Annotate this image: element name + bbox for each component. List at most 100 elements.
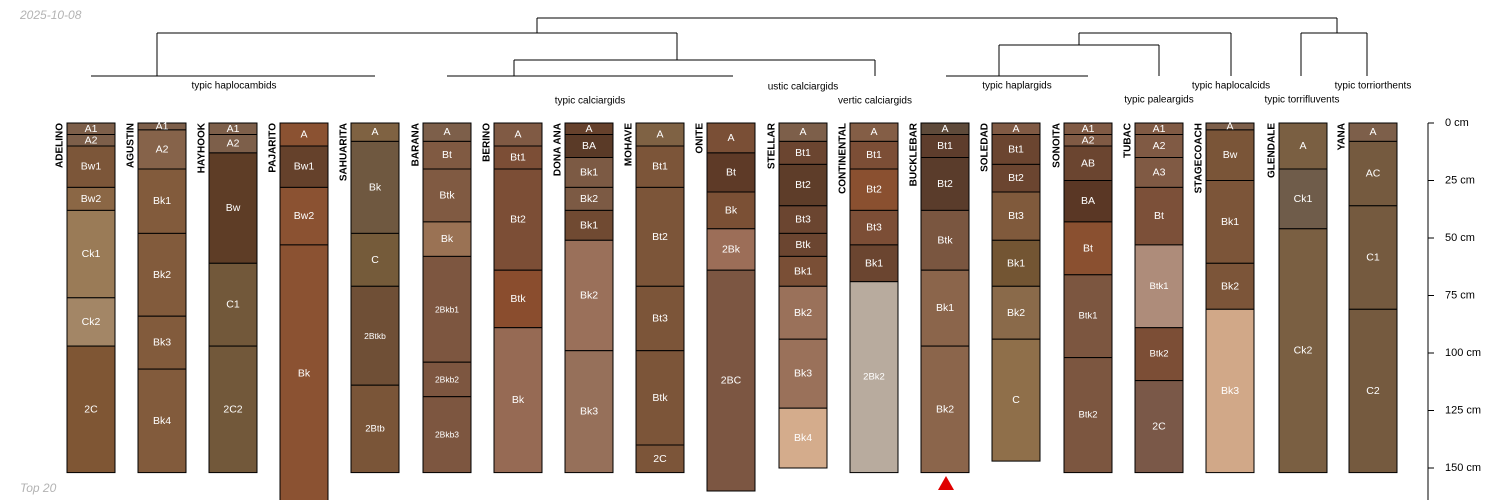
horizon-label: Bt1 <box>510 152 526 164</box>
horizon-label: Bk1 <box>580 219 598 231</box>
horizon-label: Btk <box>937 234 953 246</box>
horizon <box>920 345 970 474</box>
axis-tick-label: 100 cm <box>1445 347 1481 359</box>
horizon-label: Bk <box>725 204 738 216</box>
horizon-label: Bk1 <box>153 195 171 207</box>
horizon <box>350 384 400 474</box>
horizon-label: Bk <box>512 394 525 406</box>
profile-name: PAJARITO <box>268 123 279 173</box>
horizon-label: C <box>1012 394 1020 406</box>
horizon-label: Btk1 <box>1078 311 1097 322</box>
soil-profile: HAYHOOK A1 A2 Bw C1 2C2 <box>197 122 258 474</box>
horizon-label: Bk <box>298 368 311 380</box>
horizon-label: A <box>870 126 877 138</box>
horizon <box>1063 145 1113 181</box>
horizon <box>991 163 1041 193</box>
horizon-label: Bk1 <box>1007 257 1025 269</box>
horizon-label: Bk2 <box>153 269 171 281</box>
horizon-label: Bk2 <box>580 193 598 205</box>
horizon-label: Bt <box>442 149 452 161</box>
horizon <box>1205 180 1255 264</box>
soil-profile: BUCKLEBAR A Bt1 Bt2 Btk Bk1 Bk2 <box>909 122 970 474</box>
horizon <box>350 140 400 234</box>
horizon <box>493 327 543 474</box>
horizon <box>208 152 258 264</box>
horizon-label: A1 <box>1153 123 1166 135</box>
horizon <box>422 396 472 474</box>
horizon-label: A <box>941 123 948 135</box>
horizon-label: Bk4 <box>794 432 812 444</box>
profile-name: AGUSTIN <box>126 123 137 168</box>
horizon <box>208 345 258 474</box>
horizon-label: Bw2 <box>81 193 102 205</box>
horizon <box>422 361 472 398</box>
horizon <box>350 285 400 386</box>
soil-profile: GLENDALE A Ck1 Ck2 <box>1267 122 1328 474</box>
horizon <box>66 297 116 347</box>
horizon-label: Bt1 <box>795 147 811 159</box>
horizon-label: 2Btkb <box>364 331 386 341</box>
horizon-label: Bt2 <box>937 178 953 190</box>
horizon <box>137 168 187 234</box>
horizon-label: Bw1 <box>81 161 102 173</box>
horizon-label: Bk2 <box>1221 280 1239 292</box>
horizon <box>350 232 400 287</box>
horizon-label: Bk3 <box>580 406 598 418</box>
horizon-label: AC <box>1366 168 1381 180</box>
axis-tick-label: 125 cm <box>1445 405 1481 417</box>
horizon-label: A <box>1299 140 1306 152</box>
horizon-label: Btk <box>652 392 668 404</box>
horizon-label: 2C <box>1152 421 1166 433</box>
horizon <box>991 239 1041 287</box>
axis-tick-label: 25 cm <box>1445 175 1475 187</box>
horizon-label: A <box>514 129 521 141</box>
horizon-label: A3 <box>1153 166 1166 178</box>
group-labels: typic haplocambids typic calciargids ustic… <box>191 81 1411 107</box>
horizon-label: Bt1 <box>866 149 882 161</box>
horizon-label: BA <box>1081 195 1095 207</box>
horizon-label: A <box>1226 120 1233 132</box>
horizon <box>849 244 899 283</box>
horizon-label: Bt3 <box>652 313 668 325</box>
horizon-label: A1 <box>85 123 98 135</box>
soil-profile: YANA A AC C1 C2 <box>1337 122 1398 474</box>
horizon-label: Bw2 <box>294 210 315 222</box>
horizon-label: A2 <box>1153 140 1166 152</box>
horizon-label: A <box>1369 126 1376 138</box>
horizon <box>66 345 116 474</box>
profile-name: STELLAR <box>767 122 778 169</box>
horizon-label: Bk <box>441 233 454 245</box>
horizon-label: Bk1 <box>865 257 883 269</box>
soil-profile: ONITE A Bt Bk 2Bk 2BC <box>695 122 756 492</box>
horizon-label: Bt2 <box>795 179 811 191</box>
horizon-label: Bt2 <box>510 214 526 226</box>
soil-profile: SOLEDAD A Bt1 Bt2 Bt3 Bk1 Bk2 C <box>980 122 1041 462</box>
horizon <box>1134 327 1184 382</box>
soil-profile: BERINO A Bt1 Bt2 Btk Bk <box>482 122 543 474</box>
axis-tick-label: 75 cm <box>1445 290 1475 302</box>
horizon <box>66 209 116 299</box>
soil-profile: BARANA A Bt Btk Bk 2Bkb1 2Bkb2 2Bkb3 <box>411 122 472 474</box>
horizon-label: C1 <box>226 299 240 311</box>
horizon <box>1205 129 1255 181</box>
profile-name: DONA ANA <box>553 123 564 176</box>
horizon <box>706 191 756 230</box>
profile-name: MOHAVE <box>624 123 635 166</box>
horizon <box>208 262 258 347</box>
marker-triangle-icon <box>938 476 954 490</box>
horizon <box>1205 262 1255 310</box>
horizon-label: Bk4 <box>153 415 171 427</box>
group-label: typic haplargids <box>982 81 1051 92</box>
profile-name: BUCKLEBAR <box>909 122 920 186</box>
horizon-label: Bt <box>726 166 736 178</box>
horizon-label: Btk1 <box>1149 281 1168 292</box>
horizon <box>849 168 899 211</box>
profile-name: BERINO <box>482 123 493 162</box>
horizon <box>493 269 543 329</box>
horizon <box>635 186 685 287</box>
horizon <box>849 140 899 170</box>
horizon-label: Btk <box>795 239 811 251</box>
horizon-label: A <box>300 129 307 141</box>
horizon-label: 2BC <box>721 375 742 387</box>
